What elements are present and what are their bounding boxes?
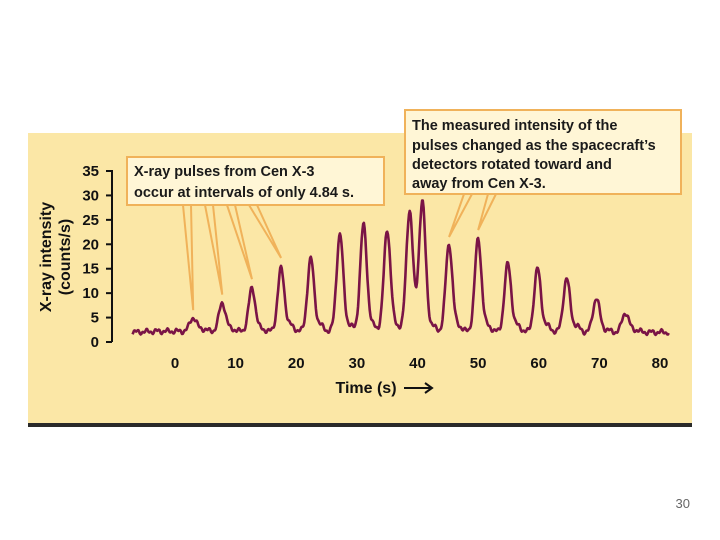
y-axis-title-line2: (counts/s) xyxy=(57,219,74,295)
y-tick-label: 0 xyxy=(91,334,99,351)
y-axis-title-line1: X-ray intensity xyxy=(38,202,55,312)
callout-intensity-line3: detectors rotated toward and xyxy=(412,157,612,173)
pulse-pointer xyxy=(204,204,224,295)
x-tick-label: 70 xyxy=(591,355,608,372)
x-axis-arrow-icon xyxy=(404,382,434,394)
x-tick-label: 50 xyxy=(470,355,487,372)
page-number: 30 xyxy=(675,496,690,511)
x-tick-label: 40 xyxy=(409,355,426,372)
y-tick-label: 10 xyxy=(82,285,99,302)
x-tick-label: 80 xyxy=(652,355,669,372)
y-ticks: 0 5 10 15 20 25 30 35 xyxy=(82,163,112,351)
callout-pulses-line1: X-ray pulses from Cen X-3 xyxy=(134,164,315,180)
x-axis-title: Time (s) xyxy=(335,380,396,397)
callout-pointers xyxy=(182,193,497,311)
y-tick-label: 15 xyxy=(82,261,99,278)
callout-pulses-line2: occur at intervals of only 4.84 s. xyxy=(134,185,354,201)
x-tick-label: 30 xyxy=(349,355,366,372)
y-tick-label: 20 xyxy=(82,236,99,253)
callout-intensity-box xyxy=(404,109,682,195)
x-tick-label: 60 xyxy=(530,355,547,372)
pulse-pointer xyxy=(248,204,283,259)
y-tick-label: 35 xyxy=(82,163,99,180)
pulse-pointer xyxy=(226,204,253,280)
x-ticks: 0 10 20 30 40 50 60 70 80 xyxy=(171,355,669,372)
y-tick-label: 25 xyxy=(82,212,99,229)
y-tick-label: 30 xyxy=(82,187,99,204)
intensity-pointer xyxy=(448,193,473,238)
panel-bottom-rule xyxy=(28,423,692,427)
xray-intensity-line xyxy=(131,199,670,337)
x-tick-label: 10 xyxy=(227,355,244,372)
callout-intensity-line2: pulses changed as the spacecraft’s xyxy=(412,138,656,154)
pulse-pointer xyxy=(182,204,195,311)
intensity-pointer xyxy=(477,193,497,231)
callout-intensity-line4: away from Cen X-3. xyxy=(412,176,546,192)
callout-pulses-box xyxy=(126,156,385,206)
y-tick-label: 5 xyxy=(91,310,99,327)
x-tick-label: 0 xyxy=(171,355,179,372)
x-tick-label: 20 xyxy=(288,355,305,372)
callout-intensity-line1: The measured intensity of the xyxy=(412,118,617,134)
